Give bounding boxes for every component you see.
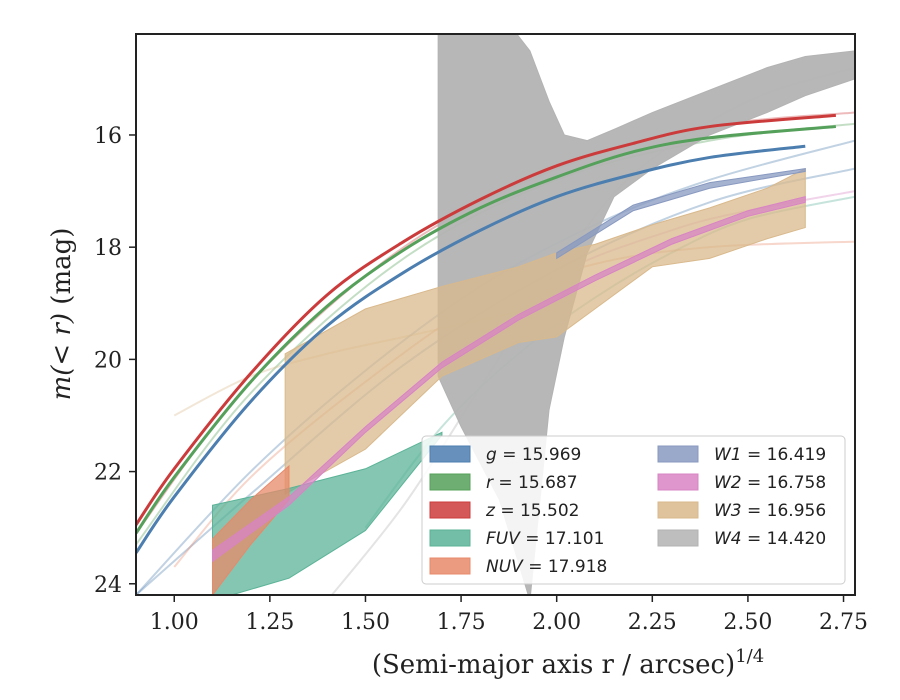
legend-label-r: r = 15.687 <box>486 473 578 493</box>
series-line-g <box>136 144 806 554</box>
legend-label-w1: W1 = 16.419 <box>714 445 826 465</box>
x-axis-label: (Semi-major axis r / arcsec)1/4 <box>372 646 764 680</box>
legend-swatch-z <box>429 501 471 519</box>
series-line-z <box>136 113 837 526</box>
legend-swatch-g <box>429 445 471 463</box>
series-line-r <box>136 125 837 535</box>
band-w3 <box>284 167 806 495</box>
legend-label-w3: W3 = 16.956 <box>714 501 826 521</box>
y-tick-label: 20 <box>94 348 122 373</box>
y-tick-label: 16 <box>94 124 122 149</box>
legend-swatch-r <box>429 473 471 491</box>
legend-swatch-w4 <box>657 529 699 547</box>
legend-swatch-nuv <box>429 557 471 575</box>
legend-swatch-w2 <box>657 473 699 491</box>
legend-label-g: g = 15.969 <box>486 445 581 465</box>
x-tick-label: 1.75 <box>437 610 486 635</box>
plot-frame <box>135 33 856 596</box>
y-axis-label: m(< r) (mag) <box>47 228 77 401</box>
y-tick-label: 22 <box>94 461 122 486</box>
y-tick-label: 24 <box>94 573 122 598</box>
x-tick-label: 2.50 <box>723 610 772 635</box>
legend-swatch-w1 <box>657 445 699 463</box>
legend-label-nuv: NUV = 17.918 <box>486 557 607 577</box>
band-fuv <box>211 431 443 595</box>
x-tick-label: 1.50 <box>341 610 390 635</box>
legend-label-z: z = 15.502 <box>485 501 579 521</box>
x-tick-label: 1.00 <box>150 610 199 635</box>
band-w1 <box>556 168 806 260</box>
legend-label-w2: W2 = 16.758 <box>714 473 826 493</box>
x-tick-label: 2.75 <box>819 610 868 635</box>
legend: g = 15.969 r = 15.687 z = 15.502 FUV = 17.1… <box>421 435 846 585</box>
legend-swatch-fuv <box>429 529 471 547</box>
band-w2 <box>211 196 806 563</box>
y-tick-label: 18 <box>94 236 122 261</box>
x-tick-label: 1.25 <box>245 610 294 635</box>
x-tick-label: 2.00 <box>532 610 581 635</box>
legend-box <box>421 435 846 585</box>
axes-layer: 1.00 1.25 1.50 1.75 2.00 2.25 2.50 2.75 16 18 20 22… <box>94 124 868 635</box>
legend-swatch-w3 <box>657 501 699 519</box>
x-tick-label: 2.25 <box>628 610 677 635</box>
legend-label-w4: W4 = 14.420 <box>714 529 826 549</box>
legend-label-fuv: FUV = 17.101 <box>486 529 604 549</box>
